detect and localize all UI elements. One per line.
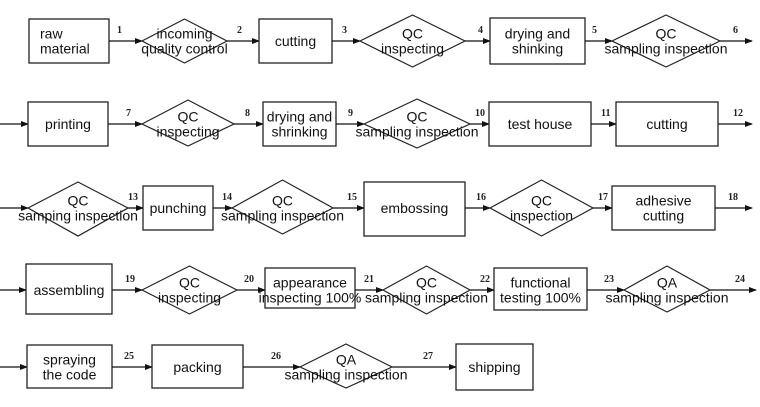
step-number: 3 — [342, 25, 347, 36]
process-box — [262, 101, 337, 147]
node-label: QC — [68, 193, 89, 209]
step-number: 21 — [364, 274, 374, 285]
node-label: QC — [272, 193, 293, 209]
node-label: testing 100% — [500, 290, 581, 306]
node-label: assembling — [34, 282, 105, 298]
node-label: sampling inspection — [356, 124, 479, 140]
process-box — [363, 181, 466, 237]
node-label: drying and — [267, 109, 332, 125]
step-number: 23 — [604, 274, 614, 285]
node-label: material — [40, 41, 90, 57]
node-label: QA — [336, 352, 357, 368]
node-label: shipping — [468, 359, 520, 375]
node-label: sampling inspection — [606, 290, 729, 306]
step-number: 11 — [601, 108, 610, 119]
step-number: 17 — [598, 192, 608, 203]
node-label: inspecting — [156, 124, 219, 140]
step-number: 15 — [347, 192, 357, 203]
step-number: 20 — [244, 274, 254, 285]
node-label: quality control — [141, 41, 227, 57]
node-label: sampling inspection — [221, 208, 344, 224]
node-label: QC — [531, 193, 552, 209]
step-number: 22 — [480, 274, 490, 285]
process-box — [27, 101, 109, 147]
step-number: 12 — [733, 108, 743, 119]
step-number: 10 — [475, 108, 485, 119]
step-number: 7 — [126, 108, 131, 119]
node-label: samping inspection — [18, 208, 138, 224]
node-label: QC — [416, 275, 437, 291]
node-label: embossing — [381, 200, 449, 216]
step-number: 14 — [222, 192, 232, 203]
step-number: 27 — [423, 351, 433, 362]
node-label: spraying — [43, 352, 96, 368]
node-label: QC — [178, 109, 199, 125]
node-label: cutting — [275, 33, 316, 49]
step-number: 26 — [271, 351, 281, 362]
node-label: functional — [511, 275, 571, 291]
step-number: 24 — [735, 274, 745, 285]
step-number: 1 — [117, 25, 122, 36]
node-label: test house — [508, 116, 573, 132]
node-label: the code — [43, 367, 97, 383]
step-number: 2 — [237, 25, 242, 36]
node-label: QC — [402, 26, 423, 42]
node-label: QC — [656, 26, 677, 42]
step-number: 13 — [128, 192, 138, 203]
process-box — [488, 101, 592, 147]
node-label: drying and — [505, 26, 570, 42]
node-label: QC — [179, 275, 200, 291]
step-number: 18 — [728, 192, 738, 203]
node-label: inspection — [510, 208, 573, 224]
node-label: shinking — [512, 41, 563, 57]
step-number: 25 — [124, 351, 134, 362]
node-label: cutting — [643, 208, 684, 224]
node-label: inspecting — [158, 290, 221, 306]
process-box — [493, 267, 588, 311]
process-box — [455, 343, 534, 391]
node-label: printing — [45, 116, 91, 132]
step-number: 4 — [478, 25, 483, 36]
node-label: QC — [407, 109, 428, 125]
node-label: punching — [150, 200, 207, 216]
step-number: 5 — [592, 25, 597, 36]
process-box — [28, 18, 110, 64]
process-box — [25, 263, 113, 315]
node-label: packing — [173, 359, 221, 375]
process-box — [615, 101, 719, 147]
node-label: sampling inspection — [365, 290, 488, 306]
node-label: cutting — [646, 116, 687, 132]
node-label: incoming — [156, 26, 212, 42]
node-label: sampling inspection — [285, 367, 408, 383]
step-number: 6 — [733, 25, 738, 36]
process-box — [142, 185, 214, 231]
process-box — [611, 185, 716, 231]
node-label: sampling inspection — [605, 41, 728, 57]
node-label: appearance — [273, 275, 347, 291]
node-label: shrinking — [271, 124, 327, 140]
node-label: QA — [657, 275, 678, 291]
node-label: adhesive — [635, 193, 691, 209]
step-number: 8 — [245, 108, 250, 119]
process-box — [26, 344, 113, 389]
process-box — [264, 267, 356, 309]
step-number: 16 — [476, 192, 486, 203]
node-label: inspecting 100% — [259, 290, 362, 306]
step-number: 19 — [125, 274, 135, 285]
step-number: 9 — [348, 108, 353, 119]
node-label: raw — [40, 26, 63, 42]
node-label: inspecting — [381, 41, 444, 57]
